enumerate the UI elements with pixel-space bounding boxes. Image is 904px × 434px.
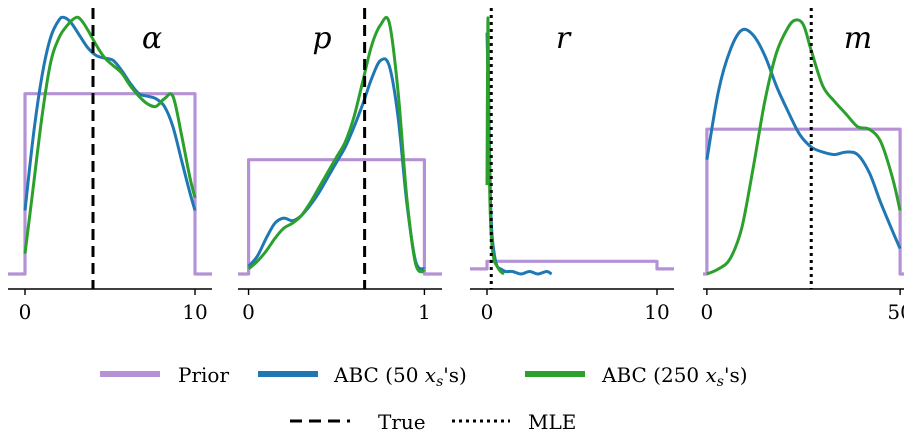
prior-line — [238, 158, 442, 276]
abc50-line — [23, 15, 197, 211]
abc250-line — [23, 15, 197, 254]
legend-abc250-label: ABC (250 xs's) — [601, 363, 748, 390]
panels: 0 10 α 0 1 p 0 10 r 0 50 m — [8, 8, 904, 324]
abc250-line — [247, 15, 426, 274]
abc250-line — [485, 16, 505, 276]
legend-true-label: True — [378, 410, 426, 434]
x-tick-label: 0 — [19, 300, 32, 324]
panel-title: p — [312, 21, 331, 56]
legend: Prior ABC (50 xs's) ABC (250 xs's) True … — [100, 363, 748, 434]
legend-mle-label: MLE — [528, 410, 576, 434]
x-tick-label: 0 — [242, 300, 255, 324]
legend-abc50-label: ABC (50 xs's) — [333, 363, 467, 390]
prior-line — [703, 127, 904, 276]
panel-title: m — [844, 21, 872, 56]
x-tick-label: 50 — [887, 300, 904, 324]
panel-3: 0 10 r — [470, 8, 674, 324]
x-tick-label: 1 — [418, 300, 431, 324]
panel-title: r — [556, 21, 572, 56]
prior-line — [470, 259, 674, 271]
abc50-line — [705, 27, 902, 250]
legend-prior-label: Prior — [178, 363, 229, 387]
abc50-line — [247, 57, 426, 271]
x-tick-label: 10 — [644, 300, 669, 324]
panel-title: α — [142, 21, 162, 56]
panel-4: 0 50 m — [700, 8, 904, 324]
abc250-line — [706, 18, 902, 276]
panel-1: 0 10 α — [8, 8, 212, 324]
x-tick-label: 10 — [182, 300, 207, 324]
panel-2: 0 1 p — [238, 8, 442, 324]
prior-line — [8, 92, 212, 276]
x-tick-label: 0 — [700, 300, 713, 324]
x-tick-label: 0 — [481, 300, 494, 324]
abc50-line — [485, 32, 553, 276]
